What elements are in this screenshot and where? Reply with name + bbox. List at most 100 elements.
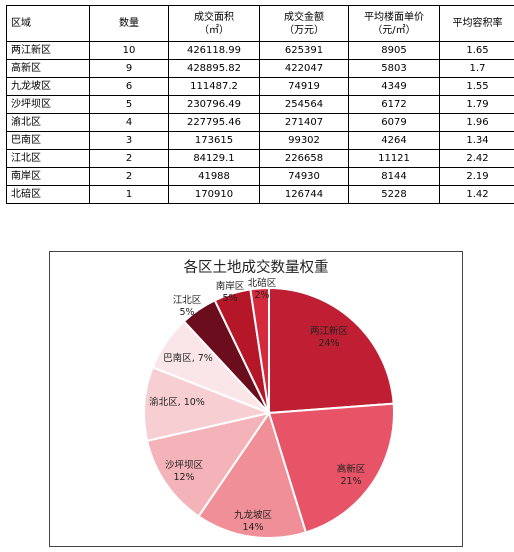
value-cell: 6079 bbox=[348, 113, 440, 132]
column-header-title: 成交金额 bbox=[284, 11, 324, 23]
value-cell: 99302 bbox=[259, 131, 349, 150]
value-cell: 10 bbox=[89, 41, 169, 60]
column-header: 成交面积 （㎡） bbox=[168, 5, 260, 42]
slice-percent: 24% bbox=[318, 338, 339, 349]
pie-slice bbox=[249, 286, 270, 414]
slice-label: 沙坪坝区 12% bbox=[165, 459, 204, 483]
value-cell: 84129.1 bbox=[168, 149, 260, 168]
slice-separator: , bbox=[192, 353, 198, 364]
column-header-unit: （㎡） bbox=[199, 24, 229, 36]
region-cell: 南岸区 bbox=[6, 167, 90, 186]
pie-chart-frame: 各区土地成交数量权重 两江新区 24% 高新区 21% 九龙坡区 14% 沙坪坝区 12% 渝北… bbox=[49, 251, 463, 547]
value-cell: 227795.46 bbox=[168, 113, 260, 132]
value-cell: 11121 bbox=[348, 149, 440, 168]
slice-label: 渝北区, 10% bbox=[149, 396, 205, 408]
slice-label: 两江新区 24% bbox=[310, 325, 349, 349]
region-cell: 两江新区 bbox=[6, 41, 90, 60]
pie-slice bbox=[143, 366, 273, 443]
table-row: 江北区 2 84129.1 226658 11121 2.42 bbox=[6, 149, 514, 168]
pie-slice bbox=[267, 402, 395, 534]
slice-label: 江北区 5% bbox=[173, 295, 202, 318]
value-cell: 111487.2 bbox=[168, 77, 260, 96]
table-row: 高新区 9 428895.82 422047 5803 1.7 bbox=[6, 59, 514, 78]
value-cell: 2 bbox=[89, 167, 169, 186]
pie-slice bbox=[145, 411, 272, 518]
chart-title: 各区土地成交数量权重 bbox=[184, 258, 329, 276]
slice-percent: 5% bbox=[179, 307, 194, 318]
value-cell: 1.55 bbox=[439, 77, 514, 96]
column-header: 数量 bbox=[89, 5, 169, 42]
column-header-title: 区域 bbox=[11, 18, 31, 29]
value-cell: 230796.49 bbox=[168, 95, 260, 114]
slice-percent: 2% bbox=[254, 290, 269, 301]
slice-category: 高新区 bbox=[337, 463, 366, 475]
value-cell: 254564 bbox=[259, 95, 349, 114]
table-row: 渝北区 4 227795.46 271407 6079 1.96 bbox=[6, 113, 514, 132]
column-header-title: 数量 bbox=[119, 18, 139, 29]
table-body: 两江新区 10 426118.99 625391 8905 1.65 高新区 9 428895.… bbox=[6, 41, 514, 204]
slice-label: 九龙坡区 14% bbox=[234, 509, 273, 533]
value-cell: 1.96 bbox=[439, 113, 514, 132]
region-cell: 北碚区 bbox=[6, 185, 90, 204]
table-row: 沙坪坝区 5 230796.49 254564 6172 1.79 bbox=[6, 95, 514, 114]
table-row: 巴南区 3 173615 99302 4264 1.34 bbox=[6, 131, 514, 150]
value-cell: 5228 bbox=[348, 185, 440, 204]
value-cell: 2.42 bbox=[439, 149, 514, 168]
value-cell: 173615 bbox=[168, 131, 260, 150]
column-header-unit: （元/㎡） bbox=[372, 24, 416, 36]
slice-label: 巴南区, 7% bbox=[163, 352, 213, 364]
value-cell: 1.7 bbox=[439, 59, 514, 78]
value-cell: 2.19 bbox=[439, 167, 514, 186]
slice-category: 九龙坡区 bbox=[234, 509, 273, 521]
value-cell: 5803 bbox=[348, 59, 440, 78]
value-cell: 4264 bbox=[348, 131, 440, 150]
slice-category: 两江新区 bbox=[310, 325, 349, 337]
slice-percent: 7% bbox=[198, 353, 213, 364]
slice-category: 北碚区 bbox=[248, 277, 277, 289]
column-header-title: 成交面积 bbox=[194, 11, 234, 23]
value-cell: 426118.99 bbox=[168, 41, 260, 60]
slice-percent: 21% bbox=[340, 476, 361, 487]
value-cell: 1.42 bbox=[439, 185, 514, 204]
value-cell: 126744 bbox=[259, 185, 349, 204]
slice-category: 南岸区 bbox=[216, 280, 245, 292]
value-cell: 74930 bbox=[259, 167, 349, 186]
slice-percent: 5% bbox=[222, 293, 237, 304]
land-transaction-table: 区域 数量 成交面积 （㎡） 成交金额 （万元） 平均楼面单价 （元/㎡） 平均容积率 两江新区… bbox=[6, 5, 514, 204]
value-cell: 1 bbox=[89, 185, 169, 204]
value-cell: 74919 bbox=[259, 77, 349, 96]
slice-label: 北碚区 2% bbox=[248, 277, 277, 301]
value-cell: 4 bbox=[89, 113, 169, 132]
region-cell: 九龙坡区 bbox=[6, 77, 90, 96]
value-cell: 41988 bbox=[168, 167, 260, 186]
slice-category: 沙坪坝区 bbox=[165, 459, 204, 471]
pie-slice bbox=[268, 286, 395, 415]
slice-category: 巴南区 bbox=[163, 352, 192, 364]
value-cell: 3 bbox=[89, 131, 169, 150]
value-cell: 2 bbox=[89, 149, 169, 168]
column-header: 区域 bbox=[6, 5, 90, 42]
region-cell: 沙坪坝区 bbox=[6, 95, 90, 114]
value-cell: 8144 bbox=[348, 167, 440, 186]
table-row: 两江新区 10 426118.99 625391 8905 1.65 bbox=[6, 41, 514, 60]
slice-category: 渝北区 bbox=[149, 396, 178, 408]
value-cell: 1.79 bbox=[439, 95, 514, 114]
value-cell: 625391 bbox=[259, 41, 349, 60]
column-header: 成交金额 （万元） bbox=[259, 5, 349, 42]
value-cell: 1.65 bbox=[439, 41, 514, 60]
value-cell: 8905 bbox=[348, 41, 440, 60]
column-header-title: 平均容积率 bbox=[452, 18, 503, 29]
column-header-unit: （万元） bbox=[284, 24, 324, 36]
value-cell: 9 bbox=[89, 59, 169, 78]
table-row: 九龙坡区 6 111487.2 74919 4349 1.55 bbox=[6, 77, 514, 96]
column-header-title: 平均楼面单价 bbox=[364, 11, 424, 23]
value-cell: 6172 bbox=[348, 95, 440, 114]
value-cell: 422047 bbox=[259, 59, 349, 78]
slice-percent: 10% bbox=[184, 397, 205, 408]
slice-label: 高新区 21% bbox=[337, 463, 366, 487]
table-header-row: 区域 数量 成交面积 （㎡） 成交金额 （万元） 平均楼面单价 （元/㎡） 平均容积率 bbox=[6, 5, 514, 42]
pie-slice bbox=[197, 410, 308, 539]
region-cell: 江北区 bbox=[6, 149, 90, 168]
value-cell: 6 bbox=[89, 77, 169, 96]
table-row: 北碚区 1 170910 126744 5228 1.42 bbox=[6, 185, 514, 204]
